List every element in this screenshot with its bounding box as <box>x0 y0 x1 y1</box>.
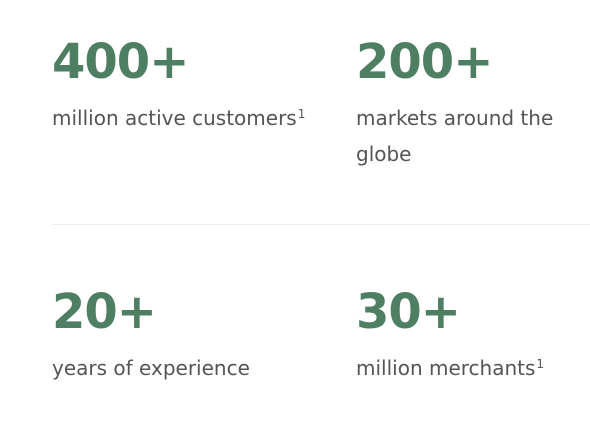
stat-markets: 200+ markets around the globe <box>356 36 586 172</box>
footnote-marker: 1 <box>297 107 306 121</box>
stat-years: 20+ years of experience <box>52 286 312 386</box>
divider <box>52 224 590 225</box>
stat-value: 400+ <box>52 34 189 90</box>
stat-value: 20+ <box>52 284 157 340</box>
stat-label-wrap: markets around the globe <box>356 100 586 172</box>
stat-label: million merchants <box>356 356 536 380</box>
stat-customers: 400+ million active customers1 <box>52 36 312 136</box>
stat-label-wrap: million active customers1 <box>52 100 312 136</box>
footnote-marker: 1 <box>536 357 545 371</box>
stat-label: years of experience <box>52 356 250 380</box>
stat-value: 200+ <box>356 34 493 90</box>
stat-label-wrap: million merchants1 <box>356 350 586 386</box>
stat-value: 30+ <box>356 284 461 340</box>
stat-label: markets around the globe <box>356 106 554 166</box>
stat-merchants: 30+ million merchants1 <box>356 286 586 386</box>
stat-label-wrap: years of experience <box>52 350 312 386</box>
stat-label: million active customers <box>52 106 297 130</box>
